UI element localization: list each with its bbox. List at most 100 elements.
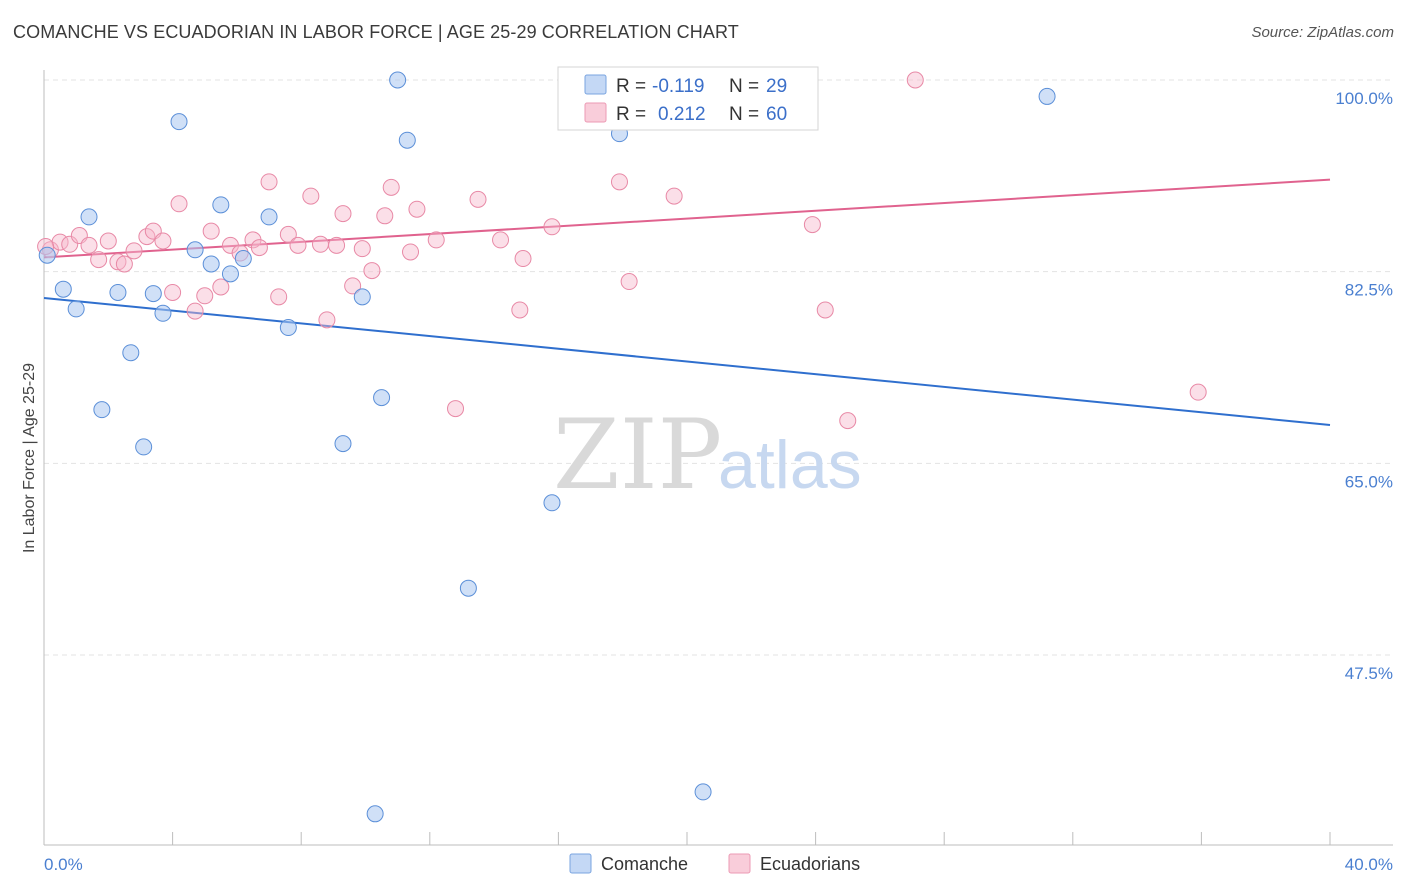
ecuadorians-point [1189,383,1207,401]
x-axis-ticks [172,832,1331,845]
series-legend: Comanche Ecuadorians [569,853,860,874]
ecuadorians-point [289,236,307,254]
watermark-zip: ZIP [553,399,722,511]
ecuadorians-point [260,173,278,191]
comanche-point [694,783,712,801]
legend-r-label-comanche: R = [616,76,646,97]
comanche-point [186,241,204,259]
ecuadorians-point [839,412,857,430]
ecuadorians-point [620,273,638,291]
comanche-point [154,304,172,322]
ecuadorians-point [311,235,329,253]
comanche-point [398,131,416,149]
comanche-point [38,246,56,264]
comanche-point [373,389,391,407]
ecuadorians-point [803,216,821,234]
ecuadorians-trend-line [43,178,1331,259]
ecuadorians-point [402,243,420,261]
ecuadorians-point [318,311,336,329]
y-tick-label: 65.0% [1345,472,1393,491]
ecuadorians-point [186,302,204,320]
y-tick-label: 100.0% [1335,89,1393,108]
comanche-point [144,285,162,303]
gridlines [44,79,1393,656]
legend-r-value-comanche: -0.119 [652,76,704,97]
comanche-point [459,579,477,597]
series-legend-label-comanche: Comanche [601,854,688,874]
ecuadorians-point [610,173,628,191]
comanche-point [135,438,153,456]
y-tick-labels: 100.0% 82.5% 65.0% 47.5% [1335,89,1393,683]
source-label: Source: ZipAtlas.com [1251,24,1394,41]
ecuadorians-point [382,178,400,196]
ecuadorians-point [511,301,529,319]
ecuadorians-point [61,235,79,253]
ecuadorians-point [212,278,230,296]
legend-n-label-comanche: N = [729,76,759,97]
legend-r-label-ecuadorians: R = [616,104,646,125]
ecuadorians-point [90,251,108,269]
ecuadorians-point [906,71,924,89]
comanche-point [109,283,127,301]
ecuadorians-point [270,288,288,306]
ecuadorians-point [363,262,381,280]
series-legend-swatch-comanche [569,853,592,874]
ecuadorians-point [665,187,683,205]
x-tick-label-min: 0.0% [44,855,83,874]
legend-n-label-ecuadorians: N = [729,104,759,125]
ecuadorians-point [353,240,371,258]
ecuadorians-point [99,232,117,250]
comanche-point [334,435,352,453]
ecuadorians-point [543,218,561,236]
ecuadorians-point [492,231,510,249]
ecuadorians-point [125,242,143,260]
comanche-point [202,255,220,273]
x-tick-label-max: 40.0% [1345,855,1393,874]
chart-title: COMANCHE VS ECUADORIAN IN LABOR FORCE | … [13,22,739,42]
correlation-legend: R = -0.119 N = 29 R = 0.212 N = 60 [557,66,819,131]
ecuadorians-point [279,225,297,243]
legend-swatch-comanche [584,74,607,95]
y-tick-label: 47.5% [1345,664,1393,683]
comanche-trend-line [43,296,1331,426]
comanche-point [366,805,384,823]
comanche-point [279,319,297,337]
comanche-point [543,494,561,512]
comanche-point [234,250,252,268]
series-legend-swatch-ecuadorians [728,853,751,874]
ecuadorians-point [250,239,268,257]
legend-swatch-ecuadorians [584,102,607,123]
ecuadorians-point [344,277,362,295]
ecuadorians-point [447,400,465,418]
ecuadorians-point [328,236,346,254]
comanche-point [80,208,98,226]
ecuadorians-point [302,187,320,205]
watermark: ZIP atlas [553,399,862,511]
ecuadorians-point [80,236,98,254]
ecuadorians-point [469,190,487,208]
ecuadorians-point [154,232,172,250]
y-axis-label: In Labor Force | Age 25-29 [21,363,38,553]
comanche-point [389,71,407,89]
comanche-point [221,265,239,283]
comanche-point [260,208,278,226]
legend-n-value-comanche: 29 [766,76,787,97]
ecuadorians-point [196,287,214,305]
legend-n-value-ecuadorians: 60 [766,104,787,125]
ecuadorians-point [408,200,426,218]
comanche-point [93,401,111,419]
comanche-point [54,280,72,298]
ecuadorians-point [816,301,834,319]
ecuadorians-point [427,231,445,249]
comanche-point [170,113,188,131]
ecuadorians-point [115,255,133,273]
ecuadorians-point [164,283,182,301]
ecuadorians-point [202,222,220,240]
series-legend-label-ecuadorians: Ecuadorians [760,854,860,874]
ecuadorians-point [109,253,127,271]
ecuadorians-point [170,195,188,213]
comanche-point [122,344,140,362]
comanche-point [353,288,371,306]
comanche-point [67,300,85,318]
